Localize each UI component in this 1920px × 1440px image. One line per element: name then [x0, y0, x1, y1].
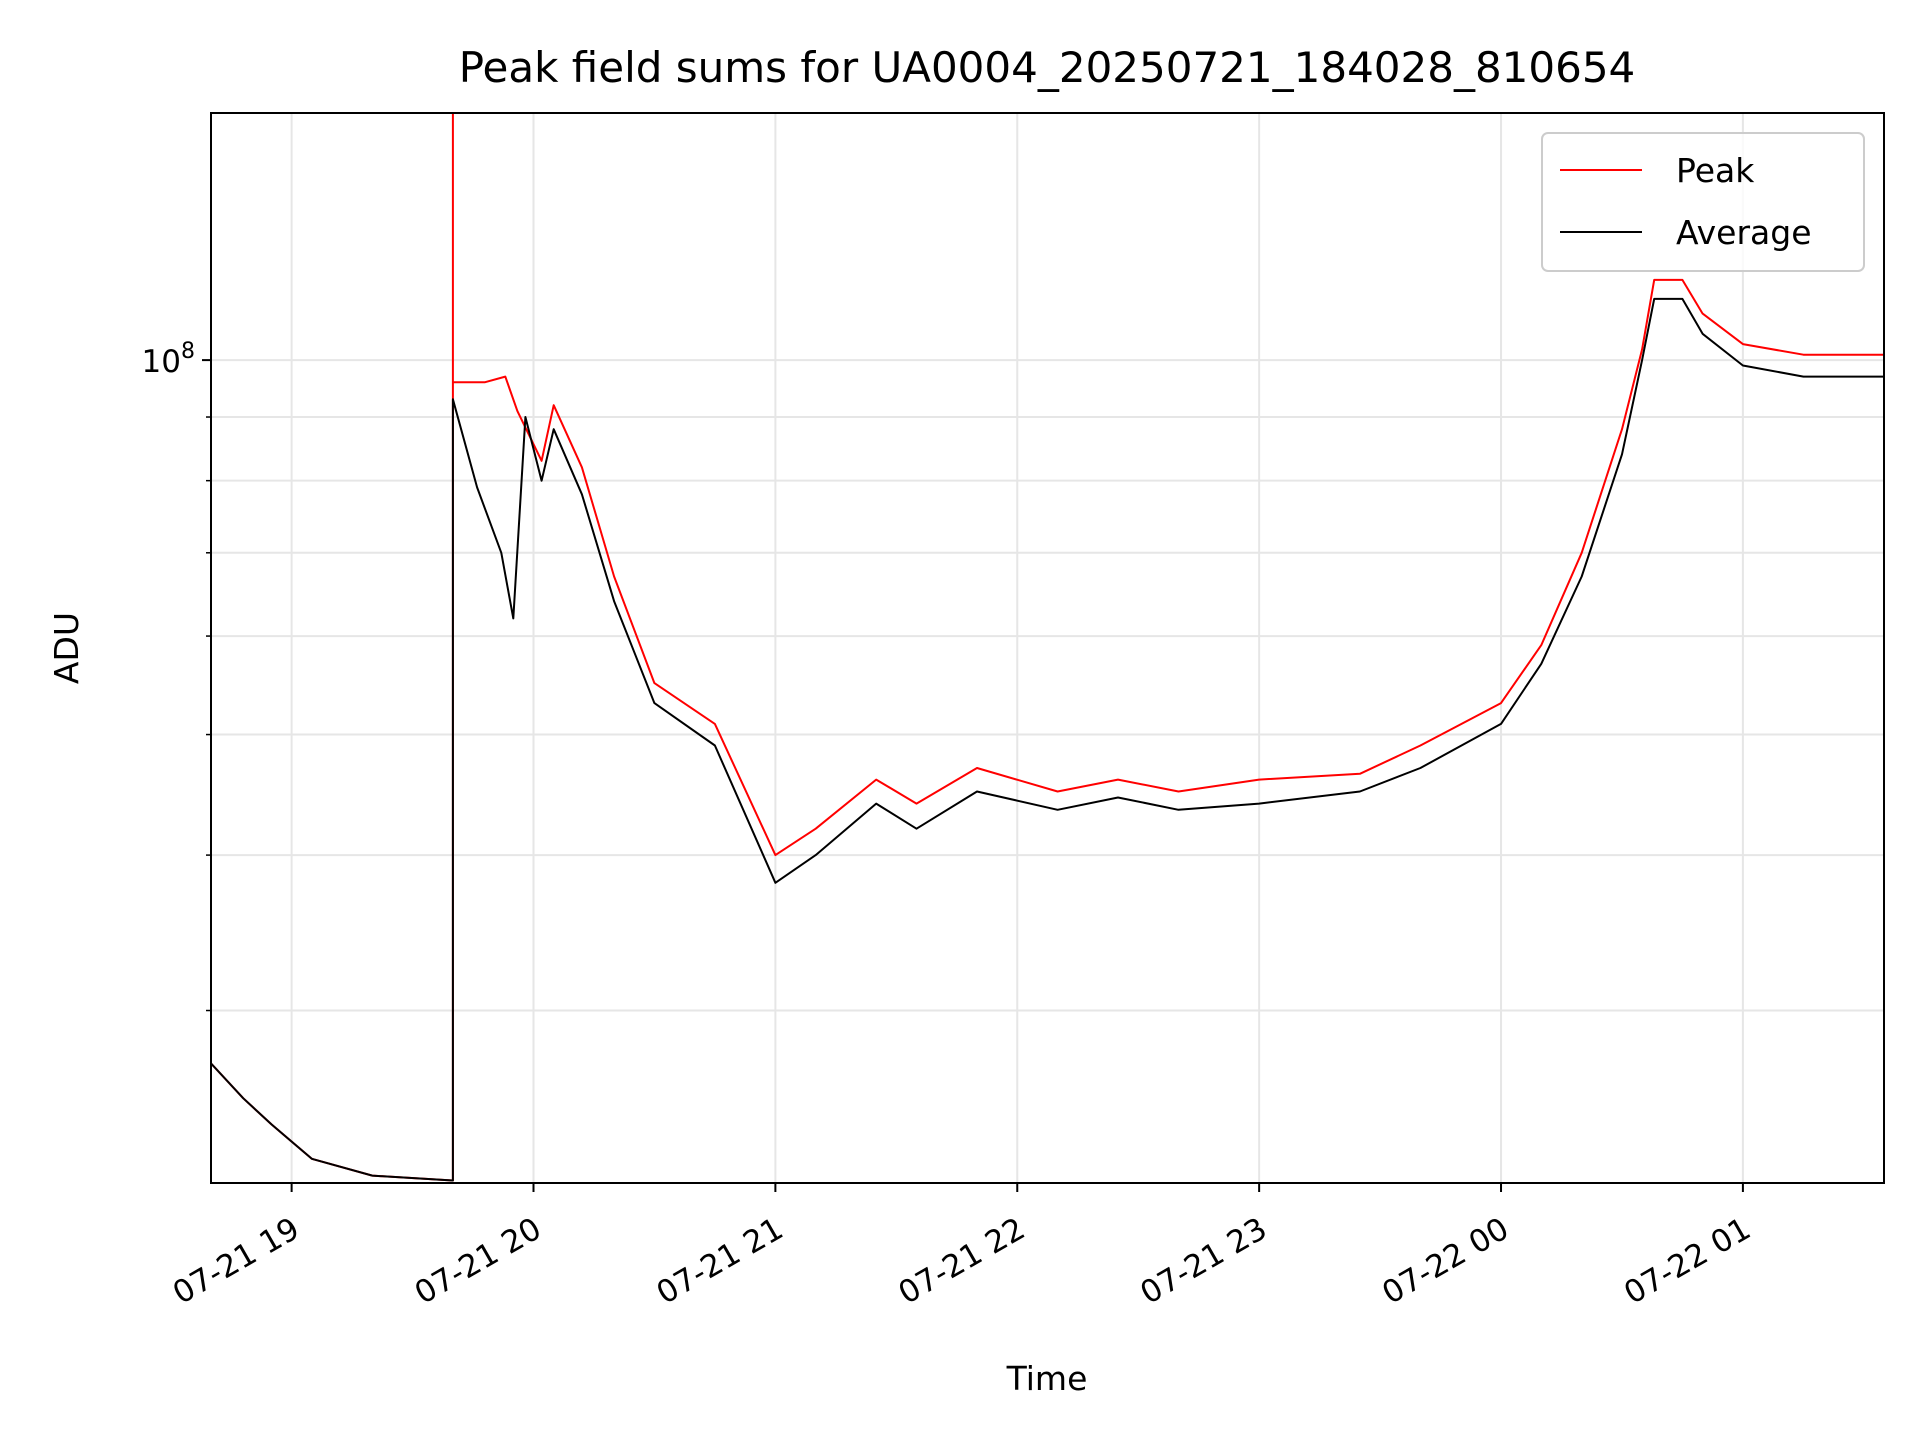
legend-label-average: Average	[1676, 213, 1812, 252]
series-line-peak	[211, 113, 1884, 1182]
y-axis-label: ADU	[47, 612, 86, 684]
grid	[211, 113, 1884, 1183]
chart-title: Peak field sums for UA0004_20250721_1840…	[459, 43, 1636, 92]
legend: Peak Average	[1541, 132, 1865, 272]
plot-frame	[210, 112, 1885, 1184]
x-axis-label: Time	[1006, 1359, 1088, 1398]
legend-label-peak: Peak	[1676, 151, 1755, 190]
legend-box	[1541, 132, 1865, 272]
y-tick-label: 108	[142, 339, 195, 380]
series-line-average	[211, 297, 1884, 1182]
series-layer	[211, 113, 1884, 1182]
